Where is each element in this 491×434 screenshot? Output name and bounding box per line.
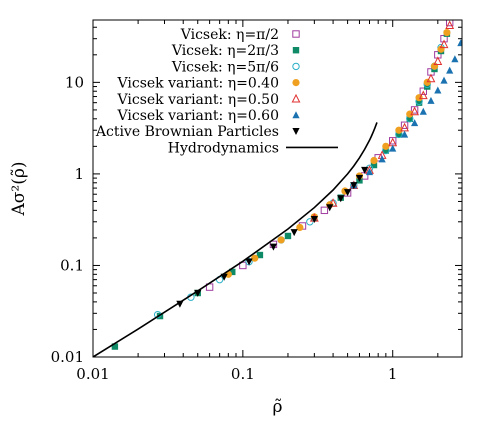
legend-marker [292,79,300,87]
x-tick-label: 0.1 [231,365,255,383]
data-point [326,204,334,212]
data-point [418,90,428,100]
legend-marker [292,47,300,54]
data-point [296,223,304,232]
data-point [446,66,454,74]
series-5 [350,39,462,189]
data-point [320,206,329,215]
data-point [423,78,431,86]
data-point [400,121,409,129]
legend-marker [292,62,300,71]
data-point [400,122,409,132]
legend-label: Vicsek variant: η=0.50 [117,92,279,108]
data-point [424,83,431,90]
data-point [410,106,420,116]
data-point [156,312,164,320]
data-point [419,107,427,115]
data-point [406,115,413,122]
data-point [337,195,345,203]
y-tick-label: 0.01 [51,348,84,366]
x-axis-title: ρ̃ [273,397,283,417]
data-point [251,254,259,262]
data-point [389,144,397,152]
data-point [439,39,449,49]
series-7 [93,122,378,357]
legend-marker [291,93,301,103]
data-point [370,161,378,169]
data-point [361,166,369,174]
legend-label: Vicsek: η=2π/3 [171,43,279,59]
data-point [434,86,442,94]
data-point [111,343,119,350]
data-point [433,56,443,65]
data-point [328,198,338,207]
data-point [378,155,386,163]
data-point [370,156,378,165]
data-point [256,251,264,259]
legend-label: Vicsek: η=5π/6 [171,59,279,75]
data-point [457,39,462,47]
data-point [277,236,285,244]
hydrodynamics-curve [93,122,378,357]
data-point [440,76,448,84]
data-point [269,243,278,251]
y-tick-label: 1 [74,165,84,183]
data-point [365,168,374,176]
plot-area [93,20,462,357]
data-point [395,126,403,134]
data-layer [93,20,462,357]
data-point [284,232,292,240]
legend-label: Active Brownian Particles [95,124,279,140]
data-point [443,28,451,37]
data-point [406,110,414,118]
legend-marker [292,30,300,38]
data-point [382,142,390,150]
data-point [451,55,459,63]
legend-label: Vicsek variant: η=0.60 [117,108,279,124]
data-point [415,99,423,106]
data-point [395,131,403,138]
data-point [290,229,298,237]
legend-label: Vicsek: η=π/2 [180,27,279,43]
data-point [445,20,454,27]
data-point [306,218,314,226]
data-point [389,137,397,145]
data-point [350,182,358,190]
y-axis-title: Aσ²(ρ̃) [9,162,29,217]
data-point [355,174,364,182]
data-point [426,73,436,83]
y-tick-label: 10 [65,73,84,91]
data-point [411,119,419,127]
data-point [427,96,435,104]
x-tick-label: 0.01 [76,365,109,383]
legend-marker [292,111,300,119]
y-tick-label: 0.1 [60,256,84,274]
data-point [445,20,455,30]
legend-label: Hydrodynamics [168,140,279,156]
data-point [382,147,390,154]
legend-label: Vicsek variant: η=0.40 [117,76,279,92]
legend-marker [292,128,300,135]
data-point [229,268,236,276]
data-point [310,216,318,224]
data-point [245,258,253,266]
data-point [419,87,427,95]
data-point [343,189,352,197]
data-point [176,300,184,308]
x-tick-label: 1 [388,365,398,383]
axes: 0.01 0.1 1 0.01 0.1 1 10 ρ̃ Aσ²(ρ̃) [9,19,463,417]
data-point [400,130,409,138]
